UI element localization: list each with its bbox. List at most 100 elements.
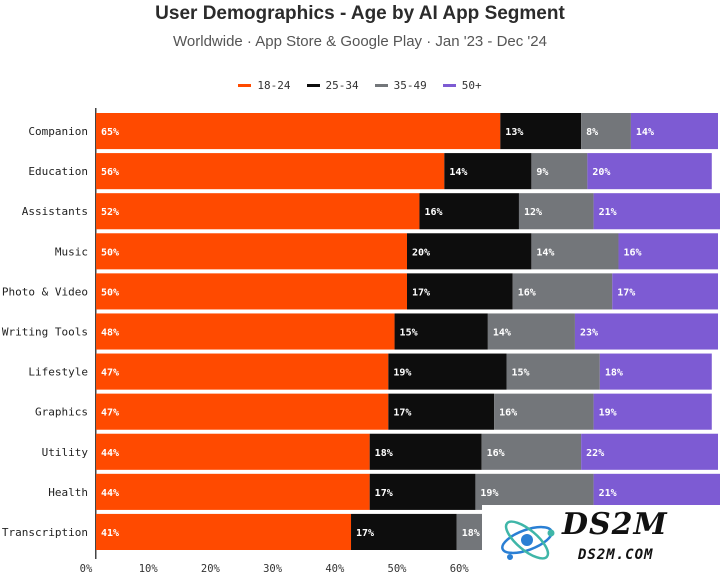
bar-transcription-18-24 xyxy=(96,513,352,550)
x-tick-label-60: 60% xyxy=(450,563,470,574)
data-label-lifestyle-50-plus: 18% xyxy=(605,368,623,379)
bar-health-35-49 xyxy=(475,473,594,510)
data-label-writing-tools-50-plus: 23% xyxy=(580,328,598,339)
bar-music-50-plus xyxy=(618,233,718,270)
data-label-education-50-plus: 20% xyxy=(592,167,610,178)
category-label-writing-tools: Writing Tools xyxy=(2,326,88,339)
legend-swatch-50-plus xyxy=(442,84,456,87)
bar-utility-25-34 xyxy=(369,433,482,470)
data-label-lifestyle-25-34: 19% xyxy=(393,368,411,379)
bar-graphics-25-34 xyxy=(388,393,495,430)
bar-lifestyle-25-34 xyxy=(388,353,507,390)
category-label-lifestyle: Lifestyle xyxy=(28,366,88,379)
data-label-assistants-25-34: 16% xyxy=(424,207,442,218)
legend-label-35-49: 35-49 xyxy=(393,79,427,92)
data-label-assistants-50-plus: 21% xyxy=(599,207,617,218)
data-label-photo-video-50-plus: 17% xyxy=(617,287,635,298)
bar-assistants-35-49 xyxy=(518,193,594,230)
bar-writing-tools-25-34 xyxy=(394,313,488,350)
bar-photo-video-25-34 xyxy=(407,273,513,310)
bar-writing-tools-18-24 xyxy=(96,313,395,350)
legend-item-50-plus: 50+ xyxy=(442,79,482,92)
bar-education-50-plus xyxy=(587,153,712,190)
data-label-companion-50-plus: 14% xyxy=(636,127,654,138)
data-label-health-18-24: 44% xyxy=(101,488,119,499)
bar-graphics-50-plus xyxy=(593,393,712,430)
y-axis-line xyxy=(95,108,97,559)
x-tick-label-0: 0% xyxy=(80,563,93,574)
category-label-photo-video: Photo & Video xyxy=(2,285,88,298)
data-label-graphics-35-49: 16% xyxy=(499,408,517,419)
bar-writing-tools-50-plus xyxy=(574,313,718,350)
bar-assistants-50-plus xyxy=(593,193,720,230)
bar-utility-18-24 xyxy=(96,433,370,470)
data-label-writing-tools-35-49: 14% xyxy=(493,328,511,339)
data-label-utility-18-24: 44% xyxy=(101,448,119,459)
bar-education-35-49 xyxy=(531,153,588,190)
legend-label-18-24: 18-24 xyxy=(257,79,291,92)
data-label-music-18-24: 50% xyxy=(101,247,119,258)
data-label-transcription-25-34: 17% xyxy=(356,528,374,539)
data-label-photo-video-25-34: 17% xyxy=(412,287,430,298)
chart-legend: 18-24 25-34 35-49 50+ xyxy=(0,79,720,92)
legend-item-35-49: 35-49 xyxy=(374,79,427,92)
bar-graphics-35-49 xyxy=(494,393,594,430)
data-label-lifestyle-18-24: 47% xyxy=(101,368,119,379)
watermark-url: DS2M.COM xyxy=(578,547,654,563)
bar-companion-18-24 xyxy=(96,113,501,150)
data-label-transcription-18-24: 41% xyxy=(101,528,119,539)
legend-swatch-18-24 xyxy=(238,84,252,87)
legend-label-25-34: 25-34 xyxy=(325,79,359,92)
chart-title: User Demographics - Age by AI App Segmen… xyxy=(155,3,565,24)
bar-utility-35-49 xyxy=(481,433,582,470)
bar-health-18-24 xyxy=(96,473,370,510)
data-label-utility-50-plus: 22% xyxy=(586,448,604,459)
watermark: DS2M DS2M.COM xyxy=(482,505,720,574)
data-label-companion-18-24: 65% xyxy=(101,127,119,138)
atom-logo-icon xyxy=(501,520,555,560)
watermark-brand: DS2M xyxy=(562,507,668,542)
bar-music-25-34 xyxy=(407,233,532,270)
bar-photo-video-18-24 xyxy=(96,273,407,310)
data-label-education-25-34: 14% xyxy=(449,167,467,178)
data-label-music-25-34: 20% xyxy=(412,247,430,258)
x-tick-label-50: 50% xyxy=(388,563,408,574)
legend-swatch-35-49 xyxy=(374,84,388,87)
category-label-companion: Companion xyxy=(28,125,88,138)
x-tick-label-30: 30% xyxy=(263,563,283,574)
legend-label-50-plus: 50+ xyxy=(461,79,482,92)
data-label-writing-tools-25-34: 15% xyxy=(400,328,418,339)
bar-lifestyle-35-49 xyxy=(506,353,600,390)
data-label-assistants-18-24: 52% xyxy=(101,207,119,218)
legend-swatch-25-34 xyxy=(306,84,320,87)
bar-assistants-25-34 xyxy=(419,193,519,230)
data-label-utility-35-49: 16% xyxy=(487,448,505,459)
data-label-photo-video-35-49: 16% xyxy=(518,287,536,298)
category-label-education: Education xyxy=(28,165,88,178)
bar-photo-video-35-49 xyxy=(512,273,613,310)
data-label-graphics-50-plus: 19% xyxy=(599,408,617,419)
chart-subtitle: Worldwide · App Store & Google Play · Ja… xyxy=(173,33,547,50)
category-label-assistants: Assistants xyxy=(22,205,88,218)
bar-lifestyle-18-24 xyxy=(96,353,389,390)
data-label-companion-35-49: 8% xyxy=(586,127,598,138)
bar-companion-25-34 xyxy=(500,113,582,150)
category-label-health: Health xyxy=(48,486,88,499)
data-label-assistants-35-49: 12% xyxy=(524,207,542,218)
data-label-health-50-plus: 21% xyxy=(599,488,617,499)
data-label-health-25-34: 17% xyxy=(375,488,393,499)
data-label-health-35-49: 19% xyxy=(480,488,498,499)
data-label-graphics-18-24: 47% xyxy=(101,408,119,419)
data-label-graphics-25-34: 17% xyxy=(393,408,411,419)
data-label-transcription-35-49: 18% xyxy=(462,528,480,539)
data-label-writing-tools-18-24: 48% xyxy=(101,328,119,339)
x-tick-label-10: 10% xyxy=(139,563,159,574)
data-label-companion-25-34: 13% xyxy=(505,127,523,138)
bar-education-25-34 xyxy=(444,153,532,190)
legend-item-25-34: 25-34 xyxy=(306,79,359,92)
bar-education-18-24 xyxy=(96,153,445,190)
category-label-graphics: Graphics xyxy=(35,406,88,419)
bar-health-25-34 xyxy=(369,473,476,510)
category-label-transcription: Transcription xyxy=(2,526,88,539)
